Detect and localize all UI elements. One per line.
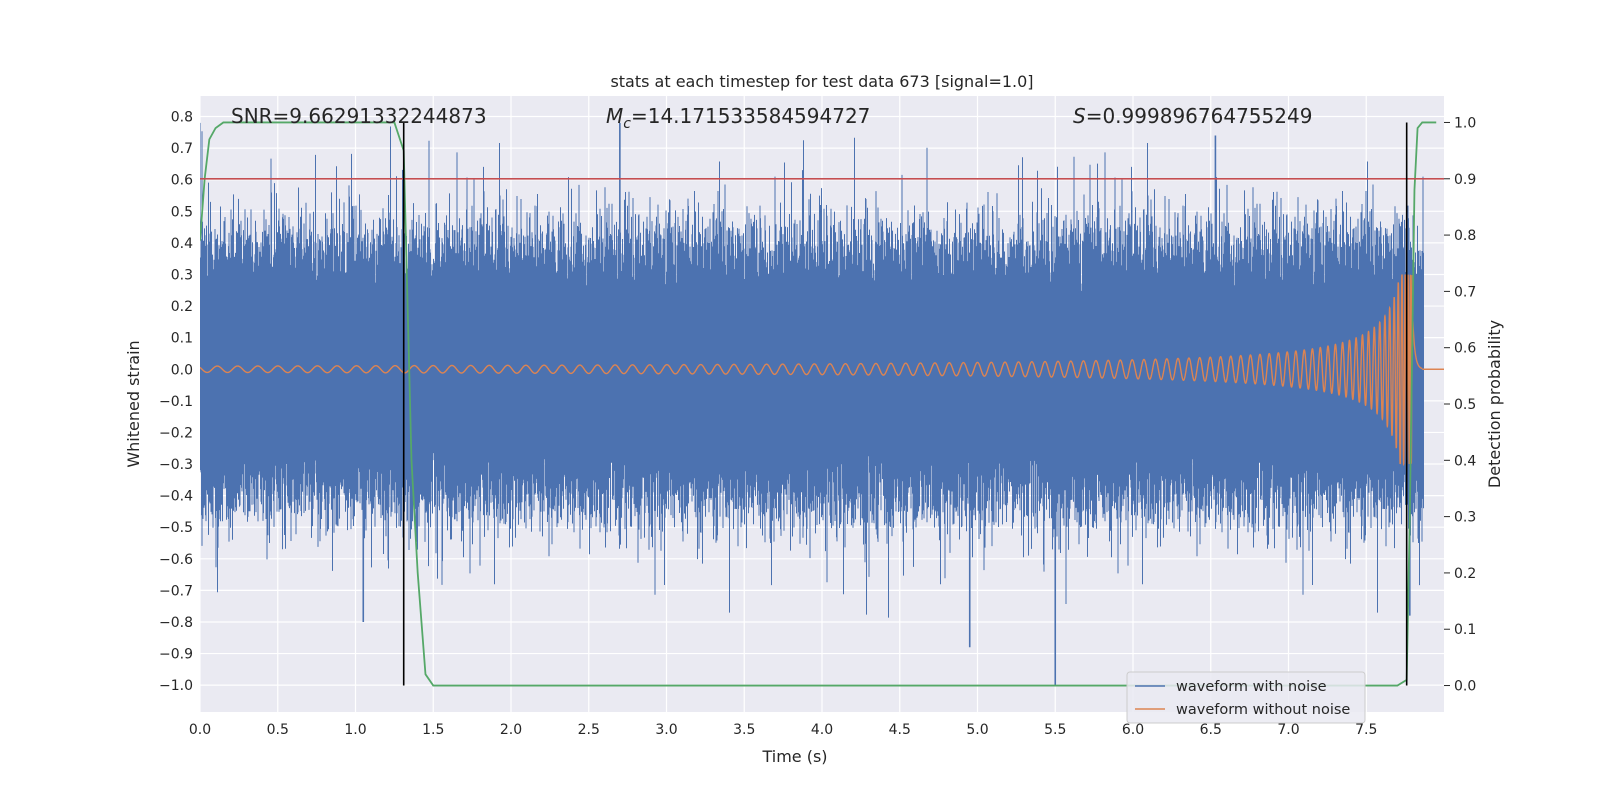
y-tick-label: −0.5 [159,520,193,536]
y-tick-label: −0.4 [159,489,193,505]
x-tick-label: 1.5 [422,722,444,738]
y-tick-label: −0.3 [159,457,193,473]
y-tick-label: 0.7 [171,141,193,157]
x-tick-label: 1.0 [344,722,366,738]
x-tick-label: 4.5 [889,722,911,738]
x-tick-label: 4.0 [811,722,833,738]
y-tick-label: −0.1 [159,394,193,410]
y2-axis-label: Detection probability [1485,320,1504,488]
snr-annotation: SNR=9.66291332244873 [231,104,487,128]
x-tick-label: 2.5 [578,722,600,738]
y2-tick-label: 0.9 [1454,172,1476,188]
y-tick-label: −0.2 [159,425,193,441]
x-tick-label: 7.0 [1277,722,1299,738]
y-tick-label: 0.4 [171,236,193,252]
y-tick-label: 0.1 [171,331,193,347]
legend-label-noise: waveform with noise [1176,679,1327,695]
x-tick-label: 3.0 [655,722,677,738]
x-tick-label: 5.0 [966,722,988,738]
y2-tick-label: 0.3 [1454,510,1476,526]
y-tick-label: 0.6 [171,173,193,189]
s-annotation: S=0.999896764755249 [1073,104,1312,128]
series-waveform-with-noise [200,122,1424,686]
y2-axis-ticks: 1.0 0.9 0.8 0.7 0.6 0.5 0.4 0.3 0.2 0.1 0.0 [1444,115,1476,695]
y-tick-label: −1.0 [159,678,193,694]
x-axis-ticks: 0.0 0.5 1.0 1.5 2.0 2.5 3.0 3.5 4.0 4.5 5.0 5.5 6.0 6… [189,722,1378,738]
y2-tick-label: 0.8 [1454,228,1476,244]
chirp-mass-annotation: Mc=14.171533584594727 [606,104,870,132]
y-tick-label: 0.8 [171,110,193,126]
y-axis-label: Whitened strain [124,340,143,467]
x-tick-label: 6.5 [1200,722,1222,738]
y2-tick-label: 1.0 [1454,115,1476,131]
y-tick-label: 0.2 [171,299,193,315]
x-tick-label: 0.5 [267,722,289,738]
y-tick-label: 0.5 [171,204,193,220]
chart-title: stats at each timestep for test data 673… [610,72,1033,91]
y2-tick-label: 0.0 [1454,679,1476,695]
y-tick-label: −0.7 [159,583,193,599]
x-tick-label: 7.5 [1355,722,1377,738]
legend-label-clean: waveform without noise [1176,702,1350,718]
y2-tick-label: 0.6 [1454,341,1476,357]
x-tick-label: 5.5 [1044,722,1066,738]
y2-tick-label: 0.2 [1454,566,1476,582]
y-tick-label: −0.6 [159,552,193,568]
legend: waveform with noise waveform without noi… [1126,671,1366,724]
probability-trace [200,121,1437,687]
y-tick-label: 0.3 [171,267,193,283]
y2-tick-label: 0.4 [1454,453,1476,469]
x-tick-label: 3.5 [733,722,755,738]
x-tick-label: 6.0 [1122,722,1144,738]
x-axis-label: Time (s) [761,747,827,766]
y2-tick-label: 0.5 [1454,397,1476,413]
y2-tick-label: 0.1 [1454,622,1476,638]
y-tick-label: −0.8 [159,615,193,631]
series-detection-probability [200,121,1437,687]
y-axis-ticks: 0.8 0.7 0.6 0.5 0.4 0.3 0.2 0.1 0.0 −0.1 −0.2 −0.3 −… [159,110,193,695]
legend-box [1126,671,1366,724]
x-tick-label: 0.0 [189,722,211,738]
y-tick-label: −0.9 [159,647,193,663]
x-tick-label: 2.0 [500,722,522,738]
y2-tick-label: 0.7 [1454,284,1476,300]
reference-lines [200,122,1444,686]
y-tick-label: 0.0 [171,362,193,378]
